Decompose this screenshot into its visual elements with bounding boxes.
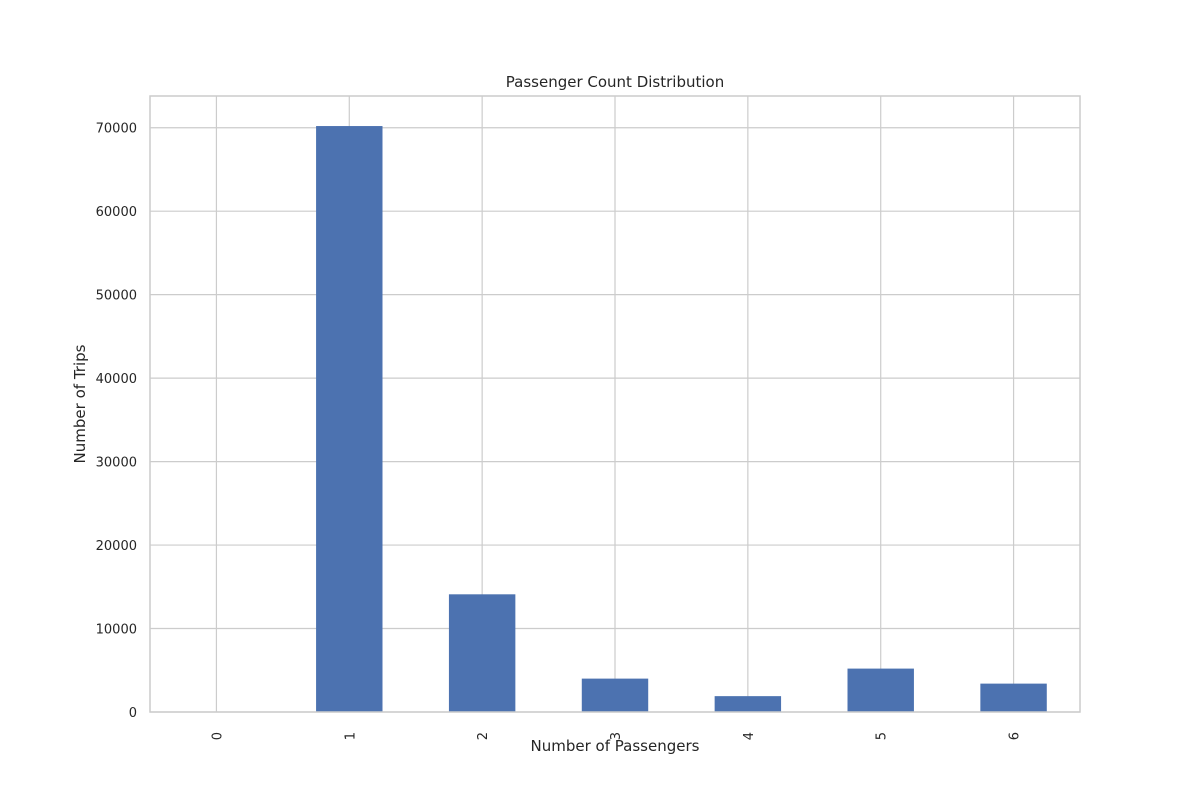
chart-title: Passenger Count Distribution [506,73,724,91]
x-axis-label: Number of Passengers [531,737,700,755]
x-tick-label: 5 [875,732,890,740]
y-tick-label: 20000 [96,539,137,554]
bar-2 [448,594,516,712]
x-tick-label: 0 [210,732,225,740]
x-tick-label: 4 [742,732,757,740]
y-tick-label: 30000 [96,456,137,471]
y-tick-label: 0 [129,706,137,721]
y-tick-labels: 0 10000 20000 30000 40000 50000 60000 70000 [96,122,137,721]
bar-3 [581,678,649,712]
x-tick-label: 1 [343,732,358,740]
x-tick-label: 6 [1008,732,1023,740]
bars [183,126,1047,713]
y-tick-label: 50000 [96,289,137,304]
grid-lines [150,96,1080,713]
y-tick-label: 40000 [96,372,137,387]
y-axis-label: Number of Trips [71,344,89,463]
y-tick-label: 10000 [96,623,137,638]
x-tick-label: 2 [476,732,491,740]
bar-1 [316,126,383,713]
bar-5 [847,668,914,712]
x-tick-label: 3 [609,732,624,740]
plot-frame [149,95,1081,713]
bar-6 [980,683,1047,712]
y-tick-label: 60000 [96,205,137,220]
x-tick-labels: 0 1 2 3 4 5 6 [210,732,1022,740]
bar-4 [714,696,782,712]
y-tick-label: 70000 [96,122,137,137]
